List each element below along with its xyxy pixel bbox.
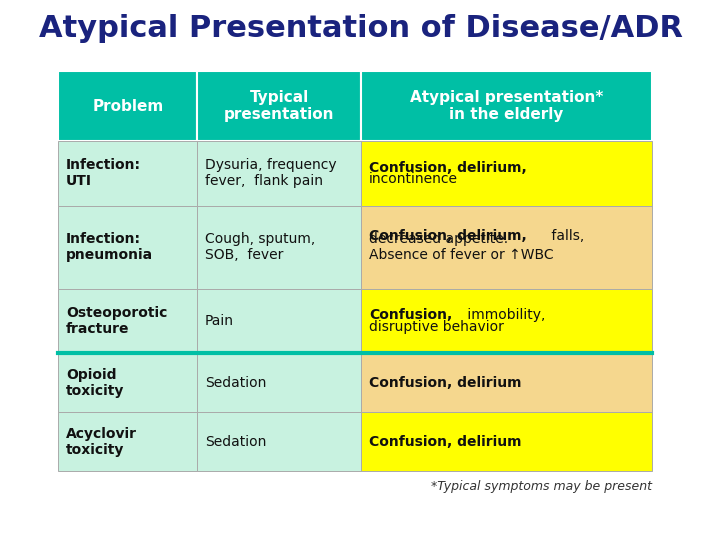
Text: Atypical presentation*
in the elderly: Atypical presentation* in the elderly xyxy=(410,90,603,123)
Bar xyxy=(197,353,361,413)
Text: Acyclovir
toxicity: Acyclovir toxicity xyxy=(66,427,137,457)
Bar xyxy=(361,413,652,471)
Text: Infection:
UTI: Infection: UTI xyxy=(66,158,141,188)
Text: Typical
presentation: Typical presentation xyxy=(224,90,335,123)
Text: Cough, sputum,
SOB,  fever: Cough, sputum, SOB, fever xyxy=(205,232,315,262)
Text: incontinence: incontinence xyxy=(369,172,458,186)
Text: Confusion, delirium,: Confusion, delirium, xyxy=(369,161,527,174)
Text: Sedation: Sedation xyxy=(205,376,266,390)
Text: immobility,: immobility, xyxy=(463,308,546,322)
Bar xyxy=(58,206,197,289)
Text: Confusion, delirium: Confusion, delirium xyxy=(369,435,521,449)
Text: Confusion, delirium,: Confusion, delirium, xyxy=(369,229,527,243)
Text: Atypical Presentation of Disease/ADR: Atypical Presentation of Disease/ADR xyxy=(40,14,683,43)
Text: disruptive behavior: disruptive behavior xyxy=(369,320,504,334)
Bar xyxy=(361,71,652,141)
Bar xyxy=(197,71,361,141)
Bar xyxy=(197,141,361,206)
Bar xyxy=(197,206,361,289)
Text: *Typical symptoms may be present: *Typical symptoms may be present xyxy=(431,480,652,492)
Text: Opioid
toxicity: Opioid toxicity xyxy=(66,368,125,398)
Text: Confusion,: Confusion, xyxy=(369,308,452,322)
Bar xyxy=(58,413,197,471)
Bar xyxy=(58,353,197,413)
Text: Confusion, delirium: Confusion, delirium xyxy=(369,376,521,390)
Bar xyxy=(58,289,197,353)
Text: falls,: falls, xyxy=(547,229,585,243)
Bar xyxy=(58,141,197,206)
Text: decreased appetite.
Absence of fever or ↑WBC: decreased appetite. Absence of fever or … xyxy=(369,232,554,262)
Bar xyxy=(197,413,361,471)
Text: Problem: Problem xyxy=(92,99,163,113)
Bar xyxy=(361,353,652,413)
Bar xyxy=(361,289,652,353)
Text: Osteoporotic
fracture: Osteoporotic fracture xyxy=(66,306,168,336)
Text: Infection:
pneumonia: Infection: pneumonia xyxy=(66,232,153,262)
Bar xyxy=(361,141,652,206)
Bar xyxy=(361,206,652,289)
Text: Pain: Pain xyxy=(205,314,234,328)
Text: Sedation: Sedation xyxy=(205,435,266,449)
Bar xyxy=(197,289,361,353)
Text: Dysuria, frequency
fever,  flank pain: Dysuria, frequency fever, flank pain xyxy=(205,158,336,188)
Bar xyxy=(58,71,197,141)
